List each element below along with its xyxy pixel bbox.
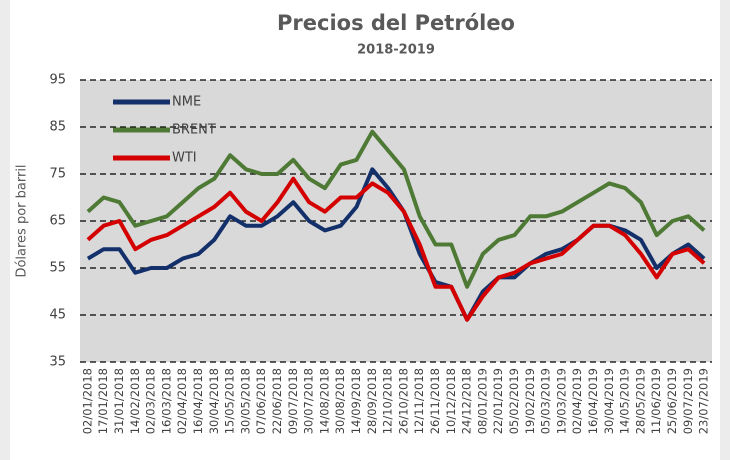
x-tick-label: 12/11/2018 xyxy=(412,368,426,434)
x-tick-label: 26/10/2018 xyxy=(396,368,410,434)
x-tick-label: 30/04/2019 xyxy=(602,368,616,434)
x-tick-label: 19/03/2019 xyxy=(554,368,568,434)
x-tick-label: 09/07/2018 xyxy=(286,368,300,434)
x-tick-label: 02/04/2018 xyxy=(175,368,189,434)
chart-title: Precios del Petróleo xyxy=(277,11,515,35)
legend-label: NME xyxy=(172,95,201,110)
x-tick-label: 15/05/2018 xyxy=(223,368,237,434)
x-tick-label: 16/04/2018 xyxy=(191,368,205,434)
x-tick-label: 17/01/2018 xyxy=(96,368,110,434)
x-tick-label: 14/09/2018 xyxy=(349,368,363,434)
x-tick-label: 31/01/2018 xyxy=(112,368,126,434)
y-axis-label: Dólares por barril xyxy=(15,164,30,277)
series-line xyxy=(86,129,706,289)
x-tick-label: 14/05/2019 xyxy=(618,368,632,434)
x-tick-label: 28/09/2018 xyxy=(365,368,379,434)
x-tick-label: 30/05/2018 xyxy=(238,368,252,434)
x-tick-label: 24/12/2018 xyxy=(460,368,474,434)
x-tick-label: 30/07/2018 xyxy=(302,368,316,434)
x-tick-label: 19/02/2019 xyxy=(523,368,537,434)
x-tick-label: 23/07/2019 xyxy=(697,368,711,434)
y-tick-label: 55 xyxy=(49,261,66,276)
x-tick-label: 02/04/2019 xyxy=(570,368,584,434)
legend-label: BRENT xyxy=(172,123,216,138)
x-tick-label: 12/10/2018 xyxy=(381,368,395,434)
legend-label: WTI xyxy=(172,151,197,166)
x-tick-label: 14/08/2018 xyxy=(317,368,331,434)
chart-subtitle: 2018-2019 xyxy=(357,43,435,58)
y-tick-label: 65 xyxy=(49,214,66,229)
x-tick-label: 11/06/2019 xyxy=(649,368,663,434)
x-tick-label: 02/01/2018 xyxy=(80,368,94,434)
x-tick-label: 08/01/2019 xyxy=(475,368,489,434)
x-tick-label: 16/04/2019 xyxy=(586,368,600,434)
x-tick-label: 10/12/2018 xyxy=(444,368,458,434)
x-tick-label: 22/01/2019 xyxy=(491,368,505,434)
x-tick-label: 05/02/2019 xyxy=(507,368,521,434)
x-tick-label: 07/06/2018 xyxy=(254,368,268,434)
x-tick-label: 26/11/2018 xyxy=(428,368,442,434)
x-tick-label: 22/06/2018 xyxy=(270,368,284,434)
y-tick-label: 75 xyxy=(49,167,66,182)
y-tick-label: 95 xyxy=(49,73,66,88)
y-tick-label: 35 xyxy=(49,355,66,370)
x-tick-label: 09/07/2019 xyxy=(681,368,695,434)
series-line xyxy=(86,176,706,322)
y-tick-label: 85 xyxy=(49,120,66,135)
x-tick-label: 14/02/2018 xyxy=(128,368,142,434)
x-tick-label: 25/06/2019 xyxy=(665,368,679,434)
x-tick-label: 30/04/2018 xyxy=(207,368,221,434)
x-tick-label: 16/03/2018 xyxy=(159,368,173,434)
x-tick-label: 05/03/2019 xyxy=(539,368,553,434)
y-tick-label: 45 xyxy=(49,308,66,323)
x-tick-label: 02/03/2018 xyxy=(144,368,158,434)
x-tick-label: 30/08/2018 xyxy=(333,368,347,434)
x-tick-label: 28/05/2019 xyxy=(633,368,647,434)
